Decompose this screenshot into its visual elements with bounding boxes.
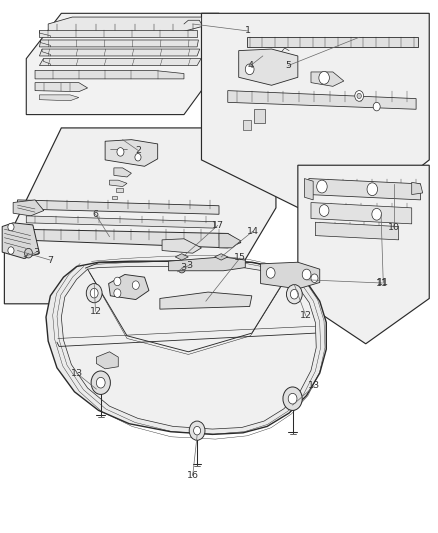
Text: 10: 10 [388, 223, 400, 231]
Polygon shape [215, 254, 228, 260]
Polygon shape [169, 257, 245, 271]
Polygon shape [35, 83, 88, 92]
Circle shape [117, 148, 124, 156]
Text: 2: 2 [135, 146, 141, 155]
Text: 15: 15 [234, 254, 246, 262]
Polygon shape [311, 203, 412, 224]
Text: 7: 7 [47, 256, 53, 264]
Text: 3: 3 [186, 261, 192, 270]
Polygon shape [96, 352, 118, 369]
Polygon shape [105, 140, 158, 166]
Circle shape [132, 281, 139, 289]
Circle shape [357, 93, 361, 99]
Polygon shape [18, 200, 219, 214]
Polygon shape [219, 233, 241, 248]
Polygon shape [412, 182, 423, 195]
Text: 1: 1 [244, 27, 251, 35]
Circle shape [319, 205, 329, 216]
Polygon shape [39, 40, 198, 47]
Text: 5: 5 [285, 61, 291, 70]
Polygon shape [201, 13, 429, 229]
Circle shape [290, 289, 298, 299]
Circle shape [373, 102, 380, 111]
Polygon shape [18, 229, 241, 248]
Polygon shape [162, 239, 201, 253]
Circle shape [355, 91, 364, 101]
Text: 17: 17 [212, 221, 224, 230]
Polygon shape [315, 222, 399, 240]
Polygon shape [228, 91, 416, 109]
Polygon shape [160, 292, 252, 309]
Polygon shape [239, 49, 298, 85]
Polygon shape [116, 188, 123, 192]
Circle shape [96, 377, 105, 388]
Polygon shape [2, 223, 39, 259]
Text: 11: 11 [377, 278, 389, 287]
Polygon shape [311, 72, 344, 86]
Circle shape [86, 284, 102, 303]
Circle shape [8, 223, 14, 231]
Polygon shape [13, 200, 44, 216]
Polygon shape [243, 120, 251, 130]
Circle shape [194, 426, 201, 435]
Text: 11: 11 [376, 279, 389, 287]
Circle shape [319, 71, 329, 84]
Polygon shape [4, 128, 276, 304]
Circle shape [317, 180, 327, 193]
Text: 6: 6 [92, 210, 99, 219]
Circle shape [283, 387, 302, 410]
Polygon shape [110, 180, 127, 187]
Circle shape [245, 64, 254, 75]
Polygon shape [39, 59, 201, 66]
Text: 14: 14 [247, 227, 259, 236]
Circle shape [178, 263, 186, 273]
Circle shape [25, 248, 32, 258]
Text: 16: 16 [187, 471, 199, 480]
Circle shape [266, 268, 275, 278]
Polygon shape [114, 168, 131, 177]
Circle shape [135, 154, 141, 161]
Polygon shape [26, 13, 219, 115]
Circle shape [114, 289, 121, 297]
Circle shape [91, 371, 110, 394]
Circle shape [302, 269, 311, 280]
Circle shape [372, 208, 381, 220]
Polygon shape [39, 95, 79, 101]
Polygon shape [247, 37, 418, 47]
Circle shape [8, 247, 14, 254]
Polygon shape [35, 70, 184, 79]
Text: 12: 12 [300, 311, 312, 320]
Circle shape [288, 393, 297, 404]
Circle shape [367, 183, 378, 196]
Text: 3: 3 [180, 263, 186, 272]
Text: 12: 12 [89, 307, 102, 316]
Circle shape [114, 277, 121, 286]
Circle shape [286, 285, 302, 304]
Text: 13: 13 [308, 382, 321, 390]
Polygon shape [39, 49, 200, 56]
Polygon shape [254, 109, 265, 123]
Polygon shape [46, 260, 326, 434]
Circle shape [189, 421, 205, 440]
Polygon shape [309, 179, 420, 200]
Polygon shape [175, 254, 188, 260]
Polygon shape [298, 165, 429, 344]
Polygon shape [26, 216, 215, 228]
Polygon shape [39, 30, 197, 37]
Polygon shape [61, 265, 316, 429]
Circle shape [90, 288, 98, 298]
Text: 4: 4 [247, 61, 254, 70]
Circle shape [311, 274, 318, 282]
Polygon shape [261, 262, 320, 289]
Polygon shape [304, 179, 313, 200]
Text: 3: 3 [33, 248, 39, 257]
Text: 13: 13 [71, 369, 83, 377]
Polygon shape [109, 274, 149, 300]
Polygon shape [48, 17, 201, 34]
Polygon shape [112, 196, 117, 199]
